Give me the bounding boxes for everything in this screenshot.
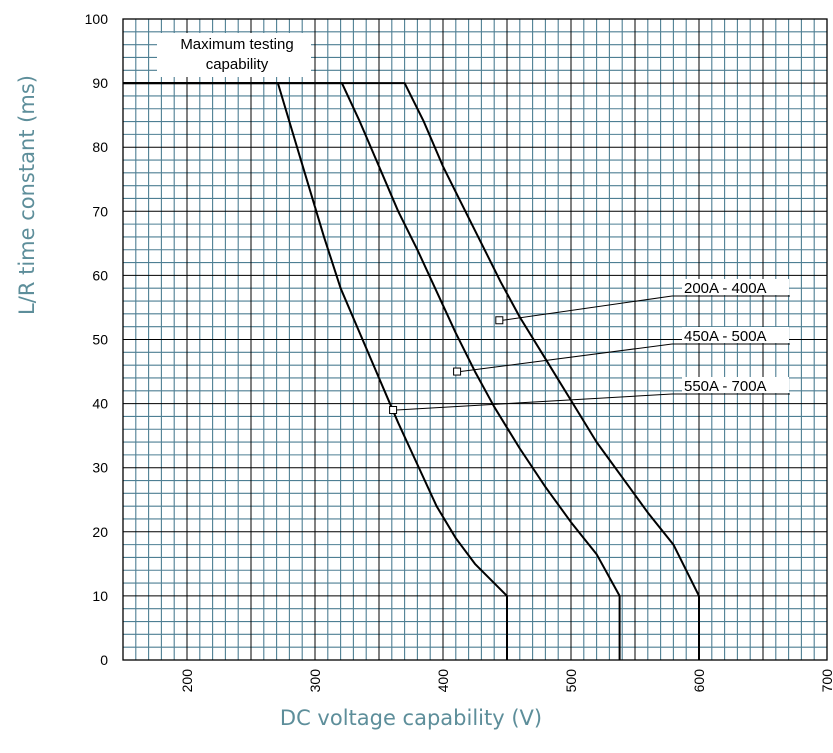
y-tick-label: 20 [92,524,108,540]
leader-line-2 [460,343,673,373]
series-line-3 [123,82,508,660]
plot-frame [122,18,828,661]
x-axis-title: DC voltage capability (V) [280,706,542,730]
series-marker-1 [495,316,504,325]
series-label-3: 550A - 700A [684,378,767,395]
annotation-line-1: Maximum testing [180,36,293,53]
label-background-1 [682,279,789,295]
series-layer [123,82,700,660]
leader-line-1 [502,295,673,321]
leader-line-3 [396,393,673,411]
series-label-2: 450A - 500A [684,328,767,345]
y-tick-label: 0 [100,652,108,668]
y-tick-label: 40 [92,396,108,412]
series-line-1 [123,82,700,660]
annotation-box: Maximum testing capability [157,33,311,77]
y-tick-label: 60 [92,267,108,283]
series-label-1: 200A - 400A [684,280,767,297]
series-line-2 [123,82,621,660]
label-background-2 [682,327,789,343]
x-tick-label: 200 [179,669,195,693]
x-tick-label: 400 [435,669,451,693]
label-background-3 [682,377,789,393]
y-axis-title: L/R time constant (ms) [15,75,39,315]
annotation-background [157,33,311,77]
y-tick-label: 100 [85,11,109,27]
annotation-line-2: capability [206,56,269,73]
y-tick-label: 80 [92,139,108,155]
x-tick-label: 600 [691,669,707,693]
y-tick-label: 70 [92,203,108,219]
x-tick-label: 500 [563,669,579,693]
x-tick-label: 700 [819,669,833,693]
series-labels: 200A - 400A 450A - 500A 550A - 700A [396,279,790,411]
y-tick-label: 90 [92,75,108,91]
y-tick-label: 50 [92,332,108,348]
series-marker-3 [389,406,398,415]
series-marker-2 [453,367,462,376]
x-tick-label: 300 [307,669,323,693]
y-tick-label: 10 [92,588,108,604]
y-tick-label: 30 [92,460,108,476]
grid [122,18,828,661]
tick-labels: 0 10 20 30 40 50 60 70 80 90 100 200 300 400 500 600 700 [85,11,833,692]
